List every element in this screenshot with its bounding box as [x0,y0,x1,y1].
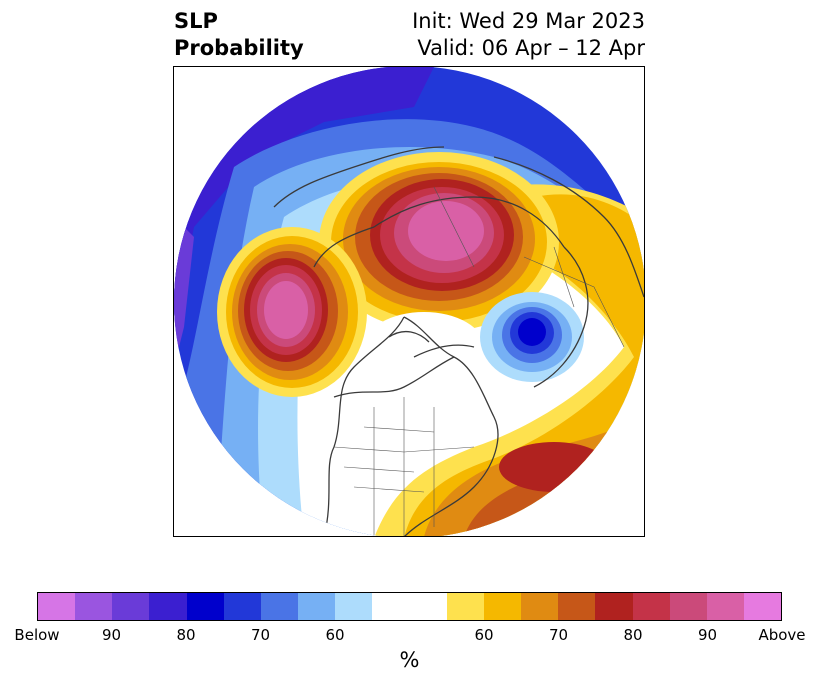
colorbar-segment [112,593,150,620]
colorbar-unit: % [399,648,420,672]
colorbar-segment [38,593,76,620]
colorbar-segment [186,593,224,620]
colorbar-tick-label: 60 [325,626,345,644]
colorbar-segment [409,593,447,620]
colorbar-tick-label: 70 [250,626,271,644]
colorbar-tick-label: 60 [474,626,494,644]
title-variable: SLP [174,9,218,33]
colorbar-segment [669,593,707,620]
coastlines [273,146,644,536]
colorbar-segment [595,593,633,620]
colorbar-segment [335,593,373,620]
map-dates: Init: Wed 29 Mar 2023 Valid: 06 Apr – 12… [412,8,645,62]
colorbar-ticks: Below 90 80 70 60 60 70 80 90 Above [0,626,819,646]
map-title: SLP Probability [174,8,304,62]
colorbar [37,592,782,621]
colorbar-segment [260,593,299,620]
colorbar-segment [632,593,670,620]
title-type: Probability [174,36,304,60]
colorbar-segment [223,593,261,620]
probability-map [174,67,644,536]
colorbar-tick-label: Above [758,626,806,644]
colorbar-tick-label: 70 [548,626,569,644]
colorbar-tick-label: 90 [101,626,122,644]
colorbar-segment [372,593,410,620]
map-panel [173,66,645,537]
colorbar-segment [743,593,782,620]
colorbar-segment [706,593,744,620]
borders [333,186,625,536]
colorbar-segment [446,593,484,620]
init-date: Init: Wed 29 Mar 2023 [412,9,645,33]
probability-field [174,67,644,536]
colorbar-segment [149,593,187,620]
colorbar-segment [558,593,596,620]
colorbar-tick-label: Below [14,626,60,644]
colorbar-segment [521,593,559,620]
colorbar-segment [298,593,336,620]
colorbar-tick-label: 80 [623,626,643,644]
colorbar-tick-label: 80 [176,626,196,644]
colorbar-segment [483,593,522,620]
colorbar-segment [75,593,113,620]
colorbar-tick-label: 90 [697,626,718,644]
valid-range: Valid: 06 Apr – 12 Apr [417,36,645,60]
